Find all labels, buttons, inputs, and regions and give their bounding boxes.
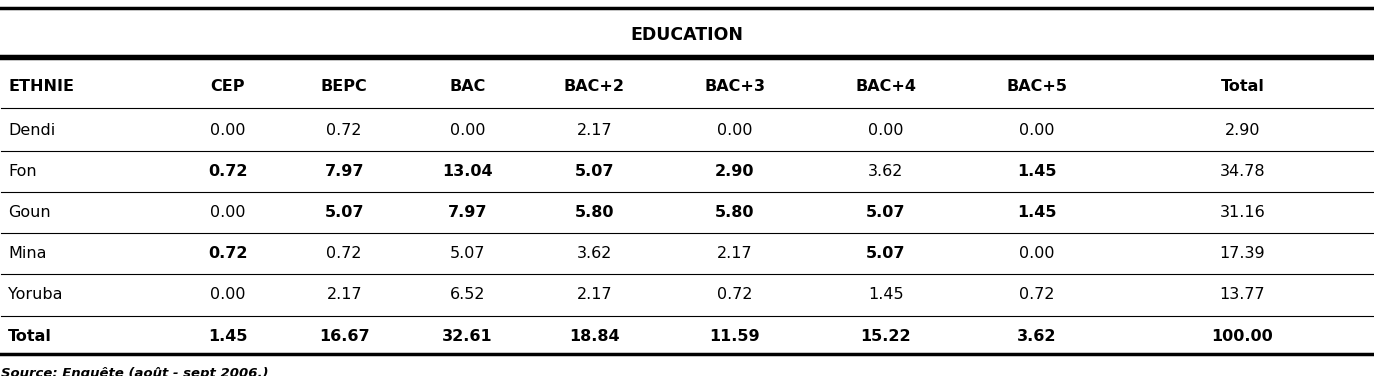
Text: Source: Enquête (août - sept 2006.): Source: Enquête (août - sept 2006.) bbox=[1, 367, 269, 376]
Text: 5.80: 5.80 bbox=[716, 205, 754, 220]
Text: Dendi: Dendi bbox=[8, 123, 55, 138]
Text: 3.62: 3.62 bbox=[577, 246, 613, 261]
Text: 11.59: 11.59 bbox=[710, 329, 760, 344]
Text: EDUCATION: EDUCATION bbox=[631, 26, 743, 44]
Text: 6.52: 6.52 bbox=[449, 287, 485, 302]
Text: 2.17: 2.17 bbox=[577, 287, 613, 302]
Text: 0.00: 0.00 bbox=[210, 287, 246, 302]
Text: 1.45: 1.45 bbox=[207, 329, 247, 344]
Text: Mina: Mina bbox=[8, 246, 47, 261]
Text: 18.84: 18.84 bbox=[569, 329, 620, 344]
Text: 3.62: 3.62 bbox=[868, 164, 904, 179]
Text: 2.17: 2.17 bbox=[577, 123, 613, 138]
Text: 2.90: 2.90 bbox=[1224, 123, 1260, 138]
Text: BAC+4: BAC+4 bbox=[856, 79, 916, 94]
Text: 2.90: 2.90 bbox=[716, 164, 754, 179]
Text: BAC+5: BAC+5 bbox=[1006, 79, 1068, 94]
Text: BAC+3: BAC+3 bbox=[705, 79, 765, 94]
Text: 5.07: 5.07 bbox=[866, 246, 905, 261]
Text: 2.17: 2.17 bbox=[327, 287, 361, 302]
Text: 100.00: 100.00 bbox=[1212, 329, 1274, 344]
Text: 5.07: 5.07 bbox=[574, 164, 614, 179]
Text: ETHNIE: ETHNIE bbox=[8, 79, 74, 94]
Text: 16.67: 16.67 bbox=[319, 329, 370, 344]
Text: 13.04: 13.04 bbox=[442, 164, 493, 179]
Text: 0.72: 0.72 bbox=[207, 164, 247, 179]
Text: 0.72: 0.72 bbox=[327, 246, 361, 261]
Text: 2.17: 2.17 bbox=[717, 246, 753, 261]
Text: Goun: Goun bbox=[8, 205, 51, 220]
Text: Total: Total bbox=[8, 329, 52, 344]
Text: 34.78: 34.78 bbox=[1220, 164, 1265, 179]
Text: Yoruba: Yoruba bbox=[8, 287, 63, 302]
Text: 0.72: 0.72 bbox=[327, 123, 361, 138]
Text: 5.07: 5.07 bbox=[324, 205, 364, 220]
Text: 3.62: 3.62 bbox=[1017, 329, 1057, 344]
Text: 0.72: 0.72 bbox=[1020, 287, 1054, 302]
Text: 5.07: 5.07 bbox=[866, 205, 905, 220]
Text: 1.45: 1.45 bbox=[1017, 205, 1057, 220]
Text: 0.00: 0.00 bbox=[717, 123, 753, 138]
Text: 0.00: 0.00 bbox=[1020, 246, 1054, 261]
Text: 5.80: 5.80 bbox=[574, 205, 614, 220]
Text: BAC: BAC bbox=[449, 79, 486, 94]
Text: 7.97: 7.97 bbox=[324, 164, 364, 179]
Text: 0.00: 0.00 bbox=[210, 205, 246, 220]
Text: 0.72: 0.72 bbox=[207, 246, 247, 261]
Text: 17.39: 17.39 bbox=[1220, 246, 1265, 261]
Text: Fon: Fon bbox=[8, 164, 37, 179]
Text: 5.07: 5.07 bbox=[449, 246, 485, 261]
Text: 0.72: 0.72 bbox=[717, 287, 753, 302]
Text: Total: Total bbox=[1220, 79, 1264, 94]
Text: 1.45: 1.45 bbox=[1017, 164, 1057, 179]
Text: 7.97: 7.97 bbox=[448, 205, 488, 220]
Text: 32.61: 32.61 bbox=[442, 329, 493, 344]
Text: 13.77: 13.77 bbox=[1220, 287, 1265, 302]
Text: 0.00: 0.00 bbox=[449, 123, 485, 138]
Text: CEP: CEP bbox=[210, 79, 245, 94]
Text: 1.45: 1.45 bbox=[868, 287, 904, 302]
Text: BEPC: BEPC bbox=[320, 79, 368, 94]
Text: 0.00: 0.00 bbox=[868, 123, 904, 138]
Text: 0.00: 0.00 bbox=[210, 123, 246, 138]
Text: 15.22: 15.22 bbox=[860, 329, 911, 344]
Text: BAC+2: BAC+2 bbox=[563, 79, 625, 94]
Text: 0.00: 0.00 bbox=[1020, 123, 1054, 138]
Text: 31.16: 31.16 bbox=[1220, 205, 1265, 220]
